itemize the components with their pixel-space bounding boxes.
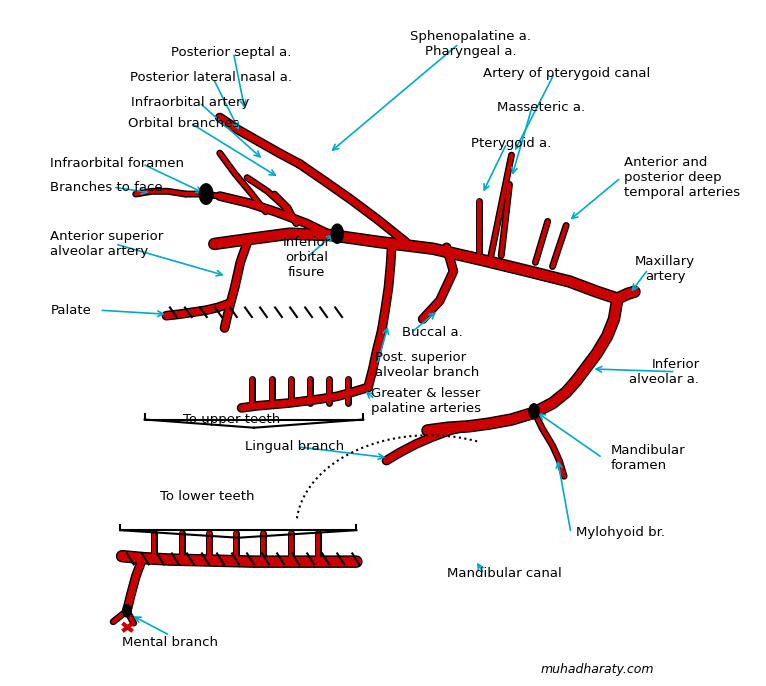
Text: Posterior septal a.: Posterior septal a. [171,46,292,59]
Ellipse shape [331,224,343,244]
Text: Masseteric a.: Masseteric a. [497,101,585,114]
Text: Sphenopalatine a.
Pharyngeal a.: Sphenopalatine a. Pharyngeal a. [410,29,531,58]
Text: Mental branch: Mental branch [122,636,218,649]
Text: Palate: Palate [51,304,91,317]
Text: Orbital branches: Orbital branches [128,117,239,130]
Text: Artery of pterygoid canal: Artery of pterygoid canal [483,67,650,80]
Text: muhadharaty.com: muhadharaty.com [540,663,653,676]
Text: Infraorbital artery: Infraorbital artery [131,96,250,109]
Text: To lower teeth: To lower teeth [159,490,254,504]
Text: Post. superior
alveolar branch: Post. superior alveolar branch [375,351,479,379]
Text: Mandibular
foramen: Mandibular foramen [611,444,686,472]
Text: Greater & lesser
palatine arteries: Greater & lesser palatine arteries [372,387,482,415]
Ellipse shape [199,184,213,204]
Text: Posterior lateral nasal a.: Posterior lateral nasal a. [130,71,292,84]
Text: Anterior and
posterior deep
temporal arteries: Anterior and posterior deep temporal art… [624,156,741,199]
Text: Mandibular canal: Mandibular canal [447,567,562,580]
Text: Mylohyoid br.: Mylohyoid br. [576,526,666,539]
Text: Inferior
orbital
fisure: Inferior orbital fisure [283,236,331,279]
Text: Buccal a.: Buccal a. [402,327,463,340]
Text: Infraorbital foramen: Infraorbital foramen [51,158,185,171]
Text: Maxillary
artery: Maxillary artery [635,255,696,283]
Ellipse shape [529,404,539,419]
Text: Inferior
alveolar a.: Inferior alveolar a. [630,357,699,386]
Text: Pterygoid a.: Pterygoid a. [471,137,552,150]
Text: Lingual branch: Lingual branch [245,440,344,453]
Text: Branches to face: Branches to face [51,180,163,193]
Text: To upper teeth: To upper teeth [183,413,280,426]
Text: Anterior superior
alveolar artery: Anterior superior alveolar artery [51,230,164,258]
Ellipse shape [123,604,131,617]
